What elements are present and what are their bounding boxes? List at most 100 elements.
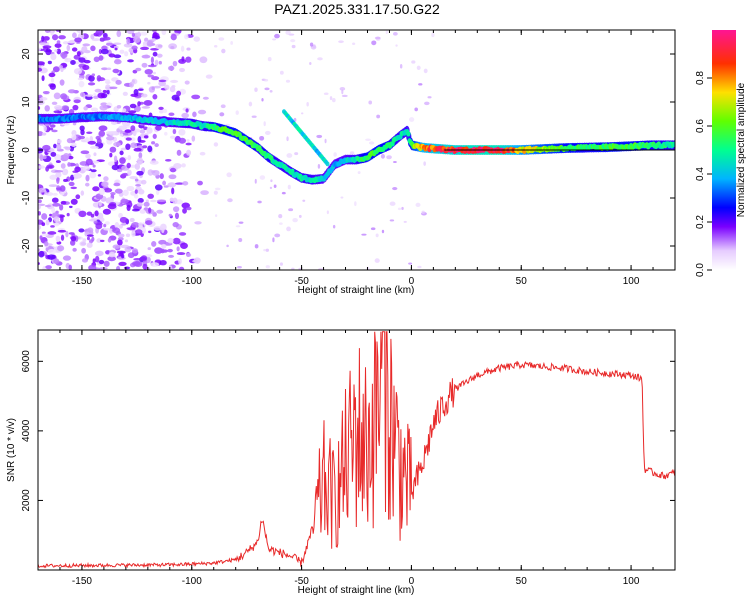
spectrogram-noise-cell <box>409 117 415 122</box>
spectrogram-noise-cell <box>424 101 430 106</box>
spectrogram-noise-cell <box>158 60 162 65</box>
spectrogram-noise-cell <box>133 261 143 267</box>
spectrogram-noise-cell <box>134 178 139 182</box>
spectrogram-noise-cell <box>341 94 348 98</box>
spectrogram-noise-cell <box>42 90 50 95</box>
spectrogram-noise-cell <box>170 46 175 49</box>
spectrogram-noise-cell <box>107 256 116 262</box>
spectrogram-noise-cell <box>67 89 76 94</box>
spectrogram-noise-cell <box>339 87 346 91</box>
spectrogram-noise-cell <box>91 38 101 42</box>
spectrogram-noise-cell <box>73 68 82 75</box>
spectrogram-noise-cell <box>159 173 164 180</box>
spectrogram-noise-cell <box>218 37 225 41</box>
spectrogram-noise-cell <box>124 239 129 243</box>
spectrogram-noise-cell <box>72 104 79 111</box>
spectrogram-noise-cell <box>95 30 105 36</box>
spectrogram-noise-cell <box>265 248 269 252</box>
snr-x-tick-label: 100 <box>623 576 640 587</box>
spectrogram-noise-cell <box>139 209 146 214</box>
spectrogram-noise-cell <box>38 250 45 258</box>
spectrogram-noise-cell <box>121 222 127 226</box>
spectrogram-noise-cell <box>161 30 167 36</box>
spectrogram-noise-cell <box>111 164 120 171</box>
spectrogram-noise-cell <box>99 217 105 222</box>
spectrogram-noise-cell <box>375 233 379 238</box>
spectrogram-noise-cell <box>259 175 266 180</box>
spectrogram-noise-cell <box>181 163 186 168</box>
spectrogram-noise-cell <box>151 76 160 81</box>
spectrogram-noise-cell <box>238 238 243 243</box>
spectrogram-noise-cell <box>59 79 65 86</box>
spectrogram-noise-cell <box>98 55 104 61</box>
spectrogram-noise-cell <box>38 204 41 210</box>
spectrogram-noise-cell <box>82 43 91 47</box>
spectrogram-noise-cell <box>123 43 133 48</box>
spectrogram-noise-cell <box>287 184 291 190</box>
spectrogram-noise-cell <box>91 236 95 242</box>
spectrogram-noise-cell <box>73 173 82 179</box>
spectrogram-noise-cell <box>291 267 295 270</box>
spectrogram-noise-cell <box>85 153 91 159</box>
spectrogram-noise-cell <box>86 131 93 134</box>
spectrogram-noise-cell <box>49 124 56 128</box>
spectrogram-noise-cell <box>106 89 110 95</box>
spectrogram-noise-cell <box>133 257 142 261</box>
spectrogram-noise-cell <box>361 233 367 236</box>
spectrogram-noise-cell <box>272 237 275 243</box>
spectrogram-noise-cell <box>182 207 187 214</box>
spectrogram-noise-cell <box>178 137 187 144</box>
spectrogram-noise-cell <box>317 164 321 169</box>
spectrogram-noise-cell <box>114 188 123 194</box>
spectrogram-noise-cell <box>395 44 398 47</box>
spectrogram-noise-cell <box>106 136 115 141</box>
spectrogram-noise-cell <box>45 48 52 56</box>
spectrogram-noise-cell <box>49 174 58 180</box>
spectrogram-noise-cell <box>137 88 144 91</box>
spectrogram-noise-cell <box>135 67 142 72</box>
spectrogram-noise-cell <box>331 97 336 103</box>
spectrogram-noise-cell <box>56 40 61 44</box>
spectrogram-noise-cell <box>100 102 108 106</box>
spectrogram-noise-cell <box>41 231 46 235</box>
spectrogram-noise-cell <box>69 145 75 152</box>
spectrogram-noise-cell <box>125 233 131 238</box>
spectrogram-noise-cell <box>200 190 209 196</box>
spectrogram-noise-cell <box>38 106 41 110</box>
spectrogram-noise-cell <box>140 179 147 185</box>
spectrogram-noise-cell <box>142 263 148 270</box>
spectrogram-noise-cell <box>57 229 67 233</box>
spectrogram-noise-cell <box>60 51 68 59</box>
spectrogram-noise-cell <box>309 42 314 47</box>
spectrogram-noise-cell <box>170 79 179 84</box>
spectrogram-noise-cell <box>115 79 122 85</box>
spectrogram-noise-cell <box>123 266 131 270</box>
spectrogram-noise-cell <box>116 250 126 254</box>
spectrogram-noise-cell <box>172 197 178 205</box>
spectrogram-noise-cell <box>376 114 381 119</box>
spectrogram-noise-cell <box>85 158 93 166</box>
spectrogram-noise-cell <box>51 207 56 214</box>
spectrogram-noise-cell <box>48 165 53 169</box>
spectrogram-noise-cell <box>97 92 106 99</box>
spectrogram-noise-cell <box>167 237 174 244</box>
spectrogram-noise-cell <box>61 105 70 111</box>
spectrogram-noise-cell <box>111 121 118 125</box>
spectrogram-noise-cell <box>141 106 151 109</box>
spectrogram-noise-cell <box>261 98 264 102</box>
spectrogram-noise-cell <box>69 205 73 209</box>
spectrogram-noise-cell <box>306 101 309 107</box>
spectrogram-noise-cell <box>98 130 106 137</box>
spectrogram-noise-cell <box>44 204 52 208</box>
spectrogram-noise-cell <box>41 132 47 136</box>
spectrogram-noise-cell <box>38 248 41 252</box>
spectrogram-noise-cell <box>47 254 56 260</box>
spectrogram-noise-cell <box>122 91 128 96</box>
spectrogram-noise-cell <box>338 40 344 44</box>
spectrogram-noise-cell <box>59 204 64 211</box>
spectrogram-noise-cell <box>152 51 158 57</box>
spectrogram-noise-cell <box>63 152 70 160</box>
spectrogram-noise-cell <box>368 100 373 105</box>
spectrogram-noise-cell <box>265 265 270 269</box>
spectrogram-noise-cell <box>63 178 68 182</box>
